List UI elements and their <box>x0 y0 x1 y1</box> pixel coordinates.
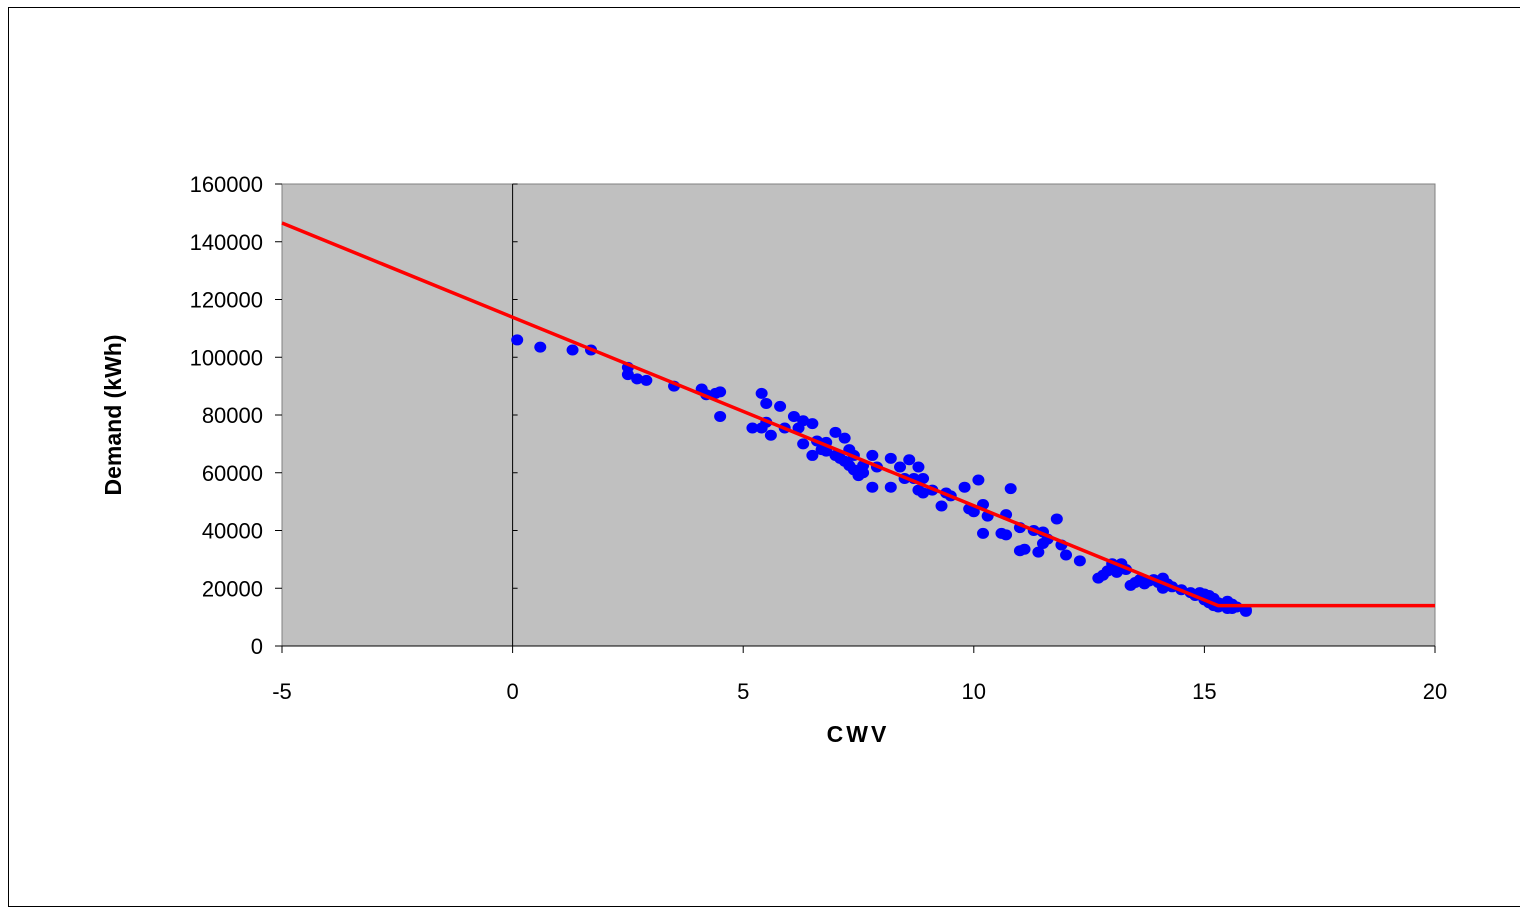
data-point <box>884 481 897 493</box>
data-point <box>774 400 787 412</box>
data-point <box>1110 566 1123 578</box>
y-axis-title: Demand (kWh) <box>100 335 126 496</box>
data-point <box>917 473 930 485</box>
data-point <box>1004 483 1017 495</box>
data-point <box>1239 605 1252 617</box>
x-tick-label: 20 <box>1423 679 1447 704</box>
data-point <box>884 452 897 464</box>
data-point <box>972 474 985 486</box>
data-point <box>714 386 727 398</box>
data-point <box>755 387 768 399</box>
y-tick-label: 0 <box>251 634 263 659</box>
data-point <box>631 373 644 385</box>
data-point <box>764 429 777 441</box>
data-point <box>1000 529 1013 541</box>
data-point <box>797 438 810 450</box>
data-point <box>806 418 819 430</box>
data-point <box>866 449 879 461</box>
data-point <box>787 410 800 422</box>
data-point <box>714 410 727 422</box>
y-tick-label: 100000 <box>190 345 263 370</box>
data-point <box>566 344 579 356</box>
data-point <box>958 481 971 493</box>
x-tick-label: 10 <box>962 679 986 704</box>
data-point <box>640 374 653 386</box>
y-tick-label: 120000 <box>190 288 263 313</box>
data-point <box>903 454 916 466</box>
plot-area <box>281 183 1436 647</box>
scatter-chart: -5 0 5 10 15 20 0 20000 40000 60000 80000 100000 12… <box>100 172 1447 747</box>
y-tick-label: 40000 <box>202 519 263 544</box>
x-tick-label: -5 <box>272 679 292 704</box>
x-axis: -5 0 5 10 15 20 <box>272 646 1447 704</box>
y-tick-label: 140000 <box>190 230 263 255</box>
fit-line <box>281 221 1435 608</box>
y-tick-label: 20000 <box>202 576 263 601</box>
y-tick-label: 80000 <box>202 403 263 428</box>
data-point <box>912 461 925 473</box>
data-point <box>894 461 907 473</box>
data-point <box>838 432 851 444</box>
data-point <box>967 506 980 518</box>
x-tick-label: 5 <box>737 679 749 704</box>
x-axis-title: CWV <box>827 721 890 747</box>
data-point <box>866 481 879 493</box>
data-point <box>917 487 930 499</box>
data-point <box>806 449 819 461</box>
data-point <box>511 334 524 346</box>
data-point <box>746 422 759 434</box>
y-axis: 0 20000 40000 60000 80000 100000 120000 140000 1… <box>190 172 518 659</box>
data-point <box>797 415 810 427</box>
data-point <box>857 467 870 479</box>
data-point <box>534 341 547 353</box>
x-tick-label: 0 <box>506 679 518 704</box>
fit-line-group <box>281 221 1435 608</box>
data-point <box>760 397 773 409</box>
x-tick-label: 15 <box>1192 679 1216 704</box>
data-point <box>1018 543 1031 555</box>
data-point <box>1073 555 1086 567</box>
y-tick-label: 160000 <box>190 172 263 197</box>
y-tick-label: 60000 <box>202 461 263 486</box>
data-point <box>935 500 948 512</box>
data-point <box>1060 549 1073 561</box>
data-point <box>977 527 990 539</box>
data-point <box>1050 513 1063 525</box>
data-point <box>1032 546 1045 558</box>
data-point <box>829 426 842 438</box>
